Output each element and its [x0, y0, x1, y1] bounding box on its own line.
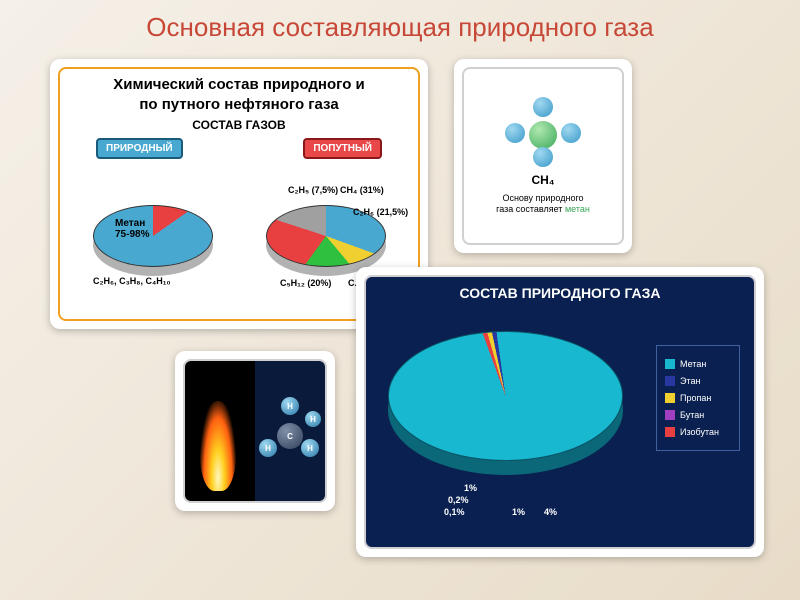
ch4-formula: CH₄ — [531, 173, 554, 187]
legend-swatch-icon — [665, 376, 675, 386]
methane-label-l2: 75-98% — [115, 229, 149, 240]
ch4-text-l2: газа составляет — [496, 204, 562, 214]
molecule-panel: C H H H H — [255, 361, 325, 501]
carbon-atom-icon: C — [277, 423, 303, 449]
gas-type-badges: ПРИРОДНЫЙ ПОПУТНЫЙ — [66, 138, 412, 159]
natural-pie-wrap: Метан 75-98% C₂H₆, C₃H₈, C₄H₁₀ — [75, 163, 230, 313]
legend-text: Метан — [680, 359, 706, 369]
hydrogen-atom-icon: H — [281, 397, 299, 415]
natural-bottom-label: C₂H₆, C₃H₈, C₄H₁₀ — [93, 276, 171, 286]
hydrogen-atom-icon: H — [305, 411, 321, 427]
composition-chart: 1% 0,2% 0,1% 1% 4% Метан Этан — [374, 307, 746, 507]
ch4-text-l1: Основу природного — [502, 193, 583, 203]
legend-swatch-icon — [665, 359, 675, 369]
card-natural-gas-composition: СОСТАВ ПРИРОДНОГО ГАЗА 1% 0,2% 0,1% 1% 4… — [356, 267, 764, 557]
carbon-atom-icon — [529, 121, 557, 149]
flame-icon — [200, 401, 236, 491]
ch4-description: Основу природного газа составляет метан — [496, 193, 590, 215]
page-title: Основная составляющая природного газа — [0, 0, 800, 51]
badge-associated: ПОПУТНЫЙ — [303, 138, 382, 159]
lbl-c2h6: C₂H₆ (21,5%) — [353, 207, 408, 217]
legend-text: Изобутан — [680, 427, 719, 437]
hydrogen-atom-icon — [505, 123, 525, 143]
legend-item: Бутан — [665, 410, 731, 420]
legend-text: Этан — [680, 376, 700, 386]
composition-title: СОСТАВ ПРИРОДНОГО ГАЗА — [374, 285, 746, 301]
legend: Метан Этан Пропан Бутан — [656, 345, 740, 451]
legend-swatch-icon — [665, 427, 675, 437]
pct-label: 0,1% — [444, 507, 465, 517]
ch4-molecule-icon — [503, 97, 583, 167]
card-border: C H H H H — [183, 359, 327, 503]
pct-label: 1% — [464, 483, 477, 493]
hydrogen-atom-icon — [561, 123, 581, 143]
content-area: Химический состав природного и по путног… — [0, 51, 800, 591]
legend-item: Метан — [665, 359, 731, 369]
card-border: CH₄ Основу природного газа составляет ме… — [462, 67, 624, 245]
composition-heading: Химический состав природного и по путног… — [66, 75, 412, 114]
legend-swatch-icon — [665, 393, 675, 403]
natural-gas-3d-pie — [388, 331, 623, 461]
pct-label: 0,2% — [448, 495, 469, 505]
composition-subtitle: СОСТАВ ГАЗОВ — [66, 118, 412, 132]
natural-gas-pie — [93, 205, 213, 267]
pct-label: 4% — [544, 507, 557, 517]
heading-line1: Химический состав природного и — [113, 76, 365, 93]
lbl-ch4: CH₄ (31%) — [340, 185, 384, 195]
heading-line2: по путного нефтяного газа — [139, 96, 338, 113]
legend-item: Пропан — [665, 393, 731, 403]
hydrogen-atom-icon — [533, 97, 553, 117]
card-ch4-molecule: CH₄ Основу природного газа составляет ме… — [454, 59, 632, 253]
legend-text: Пропан — [680, 393, 711, 403]
badge-natural: ПРИРОДНЫЙ — [96, 138, 183, 159]
lbl-c2h5: C₂H₅ (7,5%) — [288, 185, 338, 195]
legend-item: Изобутан — [665, 427, 731, 437]
card-border: СОСТАВ ПРИРОДНОГО ГАЗА 1% 0,2% 0,1% 1% 4… — [364, 275, 756, 549]
legend-swatch-icon — [665, 410, 675, 420]
pct-label: 1% — [512, 507, 525, 517]
ch4-text-methane: метан — [565, 204, 590, 214]
hydrogen-atom-icon: H — [301, 439, 319, 457]
flame-panel — [185, 361, 255, 501]
hydrogen-atom-icon — [533, 147, 553, 167]
legend-text: Бутан — [680, 410, 704, 420]
hydrogen-atom-icon: H — [259, 439, 277, 457]
card-flame-molecule: C H H H H — [175, 351, 335, 511]
lbl-c5h12: C₅H₁₂ (20%) — [280, 278, 331, 288]
methane-label-l1: Метан — [115, 218, 145, 229]
legend-item: Этан — [665, 376, 731, 386]
